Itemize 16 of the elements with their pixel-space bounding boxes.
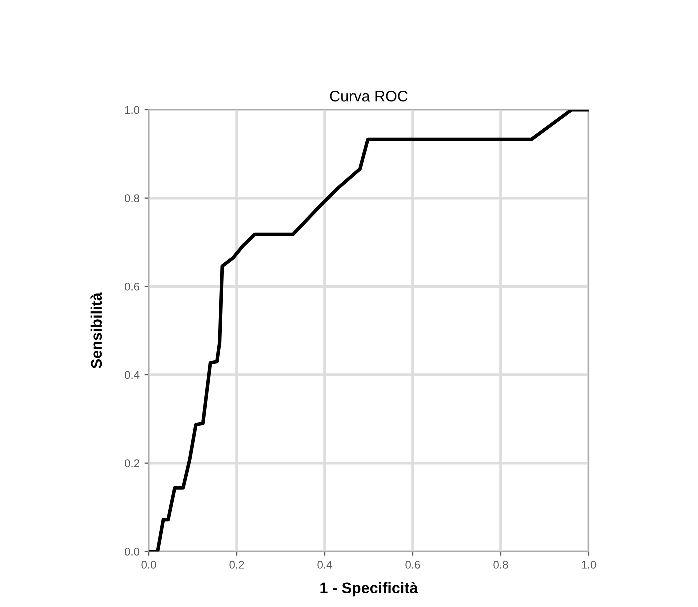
y-tick-label: 0.4 xyxy=(124,371,140,380)
x-tick-label: 0.6 xyxy=(406,561,420,569)
chart-title: Curva ROC xyxy=(330,90,408,102)
x-tick-label: 0.2 xyxy=(230,561,244,569)
y-tick-label: 0.6 xyxy=(124,282,140,291)
x-tick-label: 0.4 xyxy=(318,561,332,569)
line-series xyxy=(149,110,589,552)
y-axis-title: Sensibilità xyxy=(90,292,102,369)
y-tick-label: 1.0 xyxy=(125,106,140,114)
y-tick-label: 0.0 xyxy=(124,548,140,556)
x-tick-label: 1.0 xyxy=(582,561,596,569)
x-axis-title: 1 - Specificità xyxy=(320,582,418,597)
y-tick-label: 0.2 xyxy=(124,460,140,468)
x-tick-label: 0.8 xyxy=(494,561,508,569)
y-tick-label: 0.8 xyxy=(124,194,140,202)
x-tick-label: 0.0 xyxy=(142,561,156,569)
